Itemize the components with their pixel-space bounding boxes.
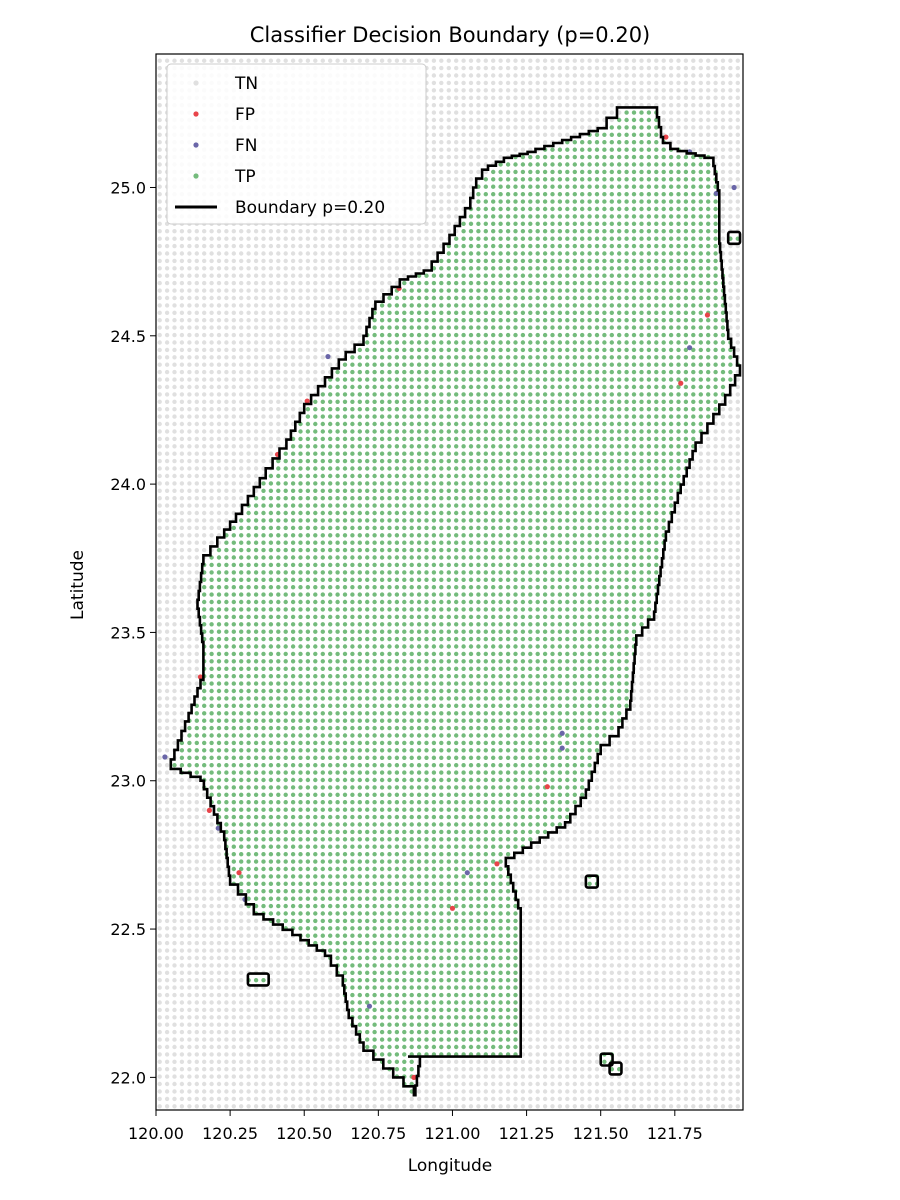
chart-title: Classifier Decision Boundary (p=0.20) — [250, 23, 651, 47]
fp-point — [704, 312, 711, 318]
fn-point — [325, 353, 331, 360]
fp-point — [411, 1074, 417, 1080]
fp-point — [304, 398, 310, 404]
x-tick-label: 121.00 — [424, 1124, 480, 1143]
error-points — [162, 134, 737, 1080]
boundary-main — [169, 106, 742, 1097]
plot-frame — [155, 53, 744, 1111]
y-tick-label: 23.0 — [110, 772, 146, 791]
fn-point — [366, 1003, 373, 1009]
y-tick-label: 22.5 — [110, 920, 146, 939]
y-tick-label: 24.0 — [110, 475, 146, 494]
y-tick-label: 22.0 — [110, 1068, 146, 1087]
fn-point — [559, 730, 565, 736]
x-axis-label: Longitude — [408, 1156, 493, 1176]
legend: TN FP FN TP Boundary p=0.20 — [166, 63, 427, 225]
x-tick-label: 120.00 — [128, 1124, 184, 1143]
legend-label: TN — [234, 74, 258, 94]
legend-swatch-dot — [193, 173, 199, 179]
boundary-island — [246, 972, 270, 987]
fn-point — [559, 745, 565, 751]
x-tick-label: 120.50 — [276, 1124, 332, 1143]
decision-boundary — [169, 106, 742, 1097]
fp-point — [449, 905, 456, 911]
x-tick-label: 121.75 — [647, 1124, 703, 1143]
fn-point — [731, 184, 737, 191]
x-tick-label: 121.50 — [573, 1124, 629, 1143]
fp-point — [206, 807, 212, 814]
fp-point — [678, 380, 684, 386]
legend-box — [166, 63, 427, 225]
fp-point — [544, 784, 550, 790]
tp-point-set — [172, 110, 740, 1094]
boundary-island — [584, 874, 600, 889]
boundary-island — [726, 230, 742, 246]
x-tick-label: 121.25 — [499, 1124, 555, 1143]
fp-point — [663, 134, 669, 140]
legend-swatch-dot — [193, 111, 199, 117]
legend-label: FP — [235, 105, 255, 125]
legend-swatch-dot — [193, 80, 199, 86]
y-tick-label: 24.5 — [110, 327, 146, 346]
legend-label: Boundary p=0.20 — [235, 198, 385, 218]
legend-swatch-dot — [193, 142, 199, 148]
fp-point — [236, 870, 242, 876]
legend-label: TP — [234, 167, 256, 187]
fn-point — [464, 870, 470, 876]
y-axis-label: Latitude — [68, 550, 88, 620]
boundary-island — [608, 1061, 623, 1076]
y-tick-label: 23.5 — [110, 623, 146, 642]
y-tick-label: 25.0 — [110, 178, 146, 197]
legend-label: FN — [235, 136, 258, 156]
x-tick-label: 120.75 — [350, 1124, 406, 1143]
boundary-island — [599, 1052, 614, 1067]
fp-point — [494, 861, 500, 867]
fn-point — [713, 190, 719, 197]
fn-point — [162, 754, 168, 760]
x-tick-label: 120.25 — [202, 1124, 258, 1143]
fn-point — [687, 345, 693, 351]
x-axis-ticks: 120.00 120.25 120.50 120.75 121.00 121.25 121.… — [128, 1110, 703, 1143]
tp-points — [172, 110, 740, 1094]
fp-point — [197, 674, 204, 680]
y-axis-ticks: 22.0 22.5 23.0 23.5 24.0 24.5 25.0 — [110, 178, 156, 1087]
